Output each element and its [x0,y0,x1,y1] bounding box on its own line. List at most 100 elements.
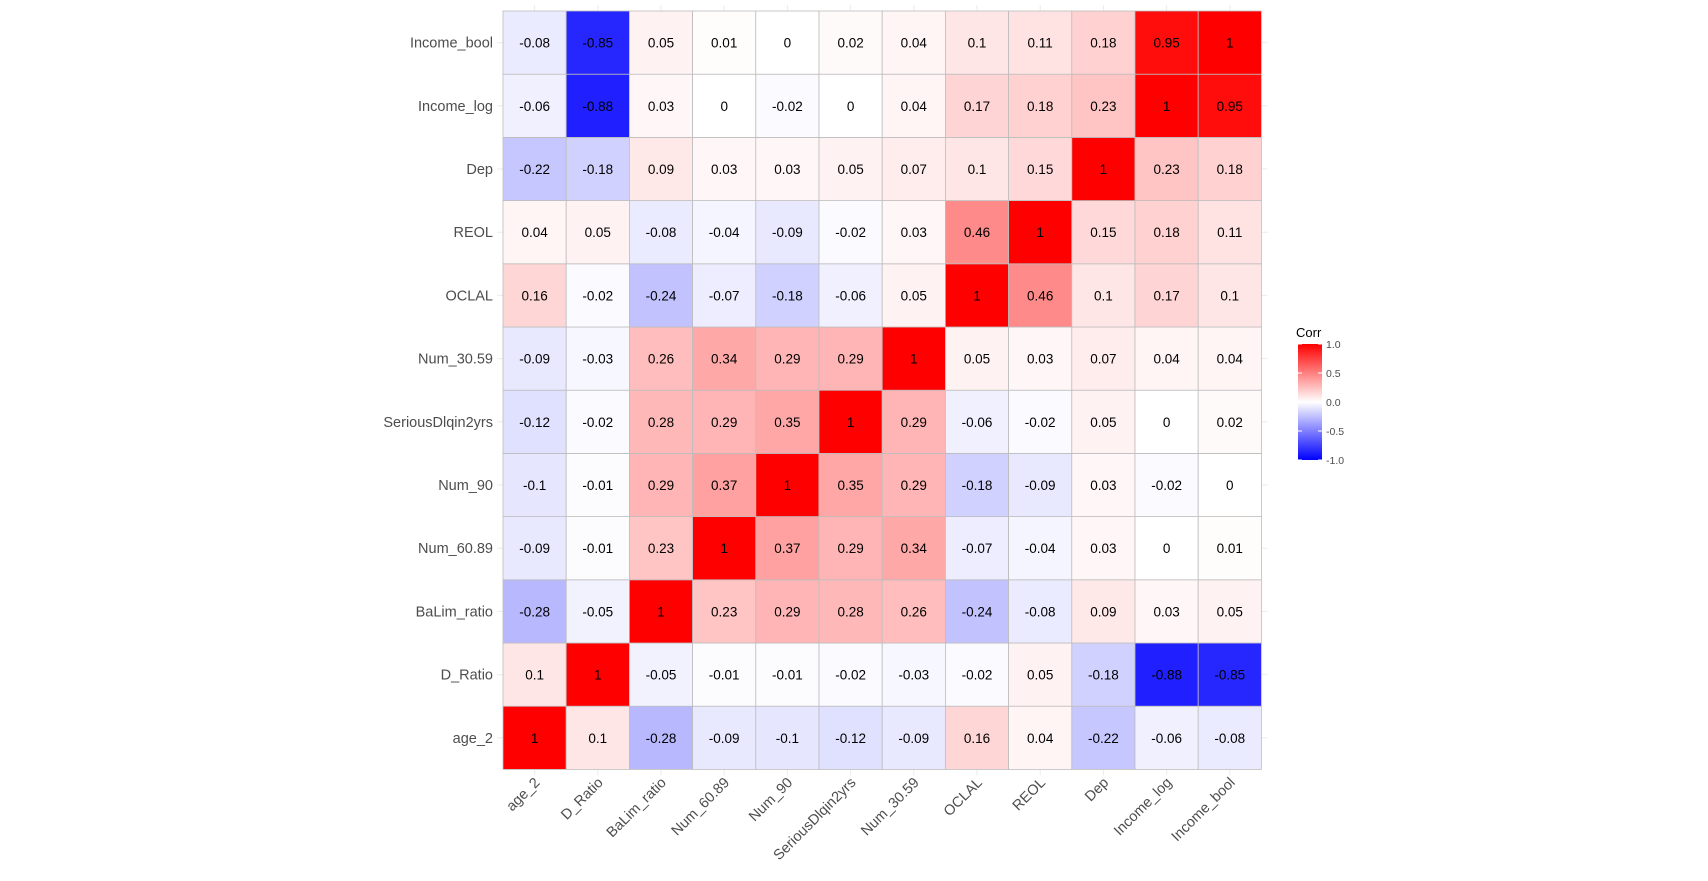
cell-value-label: 0.18 [1153,225,1179,240]
cell-value-label: 0.18 [1090,36,1116,51]
heatmap-cell-BaLim_ratio-OCLAL [945,579,1010,644]
heatmap-cell-BaLim_ratio-Num_30.59 [881,579,946,644]
heatmap-cell-age_2-REOL [1008,705,1073,770]
heatmap-cell-REOL-Num_60.89 [692,200,757,265]
cell-value-label: 0.05 [837,162,863,177]
cell-value-label: -0.03 [898,668,929,683]
heatmap-cell-Income_bool-Dep [1071,10,1136,75]
cell-value-label: 0.04 [901,36,928,51]
y-tick-label-REOL: REOL [454,225,494,241]
cell-value-label: 0.1 [968,36,987,51]
cell-value-label: 0.35 [837,478,863,493]
cell-value-label: 0.95 [1153,36,1179,51]
cell-value-label: 0.29 [901,415,927,430]
cell-value-label: 0.29 [837,352,863,367]
cell-value-label: -0.06 [962,415,993,430]
x-tick-label-Num_90: Num_90 [746,775,796,825]
cell-value-label: -0.02 [835,225,866,240]
cell-value-label: -0.02 [962,668,993,683]
heatmap-cell-Dep-Num_60.89 [692,136,757,201]
heatmap-cell-Num_60.89-BaLim_ratio [629,516,694,581]
cell-value-label: 0.17 [964,99,990,114]
y-tick-label-D_Ratio: D_Ratio [441,668,493,684]
cell-value-label: -0.1 [776,731,799,746]
cell-value-label: 0.03 [1090,541,1116,556]
cell-value-label: 0.29 [901,478,927,493]
heatmap-cell-D_Ratio-Num_30.59 [881,642,946,707]
cell-value-label: 1 [1100,162,1108,177]
cell-value-label: 1 [847,415,855,430]
cell-value-label: 0 [847,99,855,114]
cell-value-label: -0.85 [1214,668,1245,683]
legend-tick-label: 0.0 [1326,397,1341,409]
heatmap-cell-BaLim_ratio-Income_log [1134,579,1199,644]
cell-value-label: 0.18 [1027,99,1053,114]
heatmap-cell-OCLAL-Income_log [1134,263,1199,328]
legend-tick-label: 0.5 [1326,368,1341,380]
heatmap-cell-Num_30.59-Dep [1071,326,1136,391]
heatmap-cell-age_2-age_2 [502,705,567,770]
legend-tick-label: -1.0 [1326,455,1344,467]
heatmap-cell-Num_90-D_Ratio [565,452,630,517]
heatmap-cell-D_Ratio-SeriousDlqin2yrs [818,642,883,707]
cell-value-label: 0.02 [1217,415,1243,430]
heatmap-cell-Income_log-SeriousDlqin2yrs [818,73,883,138]
y-tick-label-Num_30.59: Num_30.59 [418,352,493,368]
cell-value-label: -0.02 [1025,415,1056,430]
cell-value-label: 1 [594,668,602,683]
cell-value-label: 0.23 [711,604,737,619]
cell-value-label: -0.02 [582,415,613,430]
heatmap-cell-Dep-SeriousDlqin2yrs [818,136,883,201]
cell-labels: 1 0.1 -0.28 -0.09 -0.1 -0.12 -0.09 0.16 0.04 -0.2… [519,36,1245,746]
cell-value-label: 0.46 [1027,288,1053,303]
y-tick-label-Income_bool: Income_bool [410,36,493,52]
heatmap-cell-OCLAL-REOL [1008,263,1073,328]
cell-value-label: 1 [910,352,918,367]
cell-value-label: 0.05 [901,288,927,303]
cell-value-label: 0.23 [648,541,674,556]
heatmap-cell-SeriousDlqin2yrs-Income_log [1134,389,1199,454]
heatmap-cell-Num_90-REOL [1008,452,1073,517]
heatmap-cell-age_2-SeriousDlqin2yrs [818,705,883,770]
y-tick-label-Num_60.89: Num_60.89 [418,541,493,557]
cell-value-label: 0.09 [648,162,674,177]
cell-value-label: -0.07 [709,288,740,303]
heatmap-cell-SeriousDlqin2yrs-Num_30.59 [881,389,946,454]
cell-value-label: 1 [1226,36,1234,51]
heatmap-cell-Num_90-Income_log [1134,452,1199,517]
cell-value-label: 0.04 [521,225,548,240]
cell-value-label: 0.07 [1090,352,1116,367]
heatmap-cell-Num_90-BaLim_ratio [629,452,694,517]
cell-value-label: 0.1 [588,731,607,746]
cell-value-label: -0.18 [772,288,803,303]
heatmap-cell-age_2-Num_30.59 [881,705,946,770]
heatmap-cell-Income_bool-REOL [1008,10,1073,75]
cell-value-label: 1 [657,604,665,619]
heatmap-cell-D_Ratio-Num_90 [755,642,820,707]
y-tick-label-OCLAL: OCLAL [445,288,493,304]
cell-value-label: 1 [1163,99,1171,114]
heatmap-cell-OCLAL-OCLAL [945,263,1010,328]
cell-value-label: 1 [784,478,792,493]
cell-value-label: 0.03 [711,162,737,177]
heatmap-cell-REOL-age_2 [502,200,567,265]
cell-value-label: -0.28 [519,604,550,619]
heatmap-cell-SeriousDlqin2yrs-SeriousDlqin2yrs [818,389,883,454]
heatmap-cell-REOL-D_Ratio [565,200,630,265]
cell-value-label: 0.05 [1217,604,1243,619]
cell-value-label: 0.29 [774,604,800,619]
cell-value-label: -0.04 [1025,541,1056,556]
heatmap-cells [502,10,1262,770]
cell-value-label: 0.04 [1217,352,1244,367]
heatmap-cell-Dep-REOL [1008,136,1073,201]
legend-tick-label: 1.0 [1326,339,1341,351]
cell-value-label: -0.09 [898,731,929,746]
y-tick-label-Num_90: Num_90 [438,478,493,494]
heatmap-cell-D_Ratio-REOL [1008,642,1073,707]
cell-value-label: 0.03 [1090,478,1116,493]
heatmap-cell-Num_30.59-BaLim_ratio [629,326,694,391]
heatmap-cell-Income_log-Income_log [1134,73,1199,138]
cell-value-label: -0.18 [962,478,993,493]
heatmap-cell-Dep-OCLAL [945,136,1010,201]
